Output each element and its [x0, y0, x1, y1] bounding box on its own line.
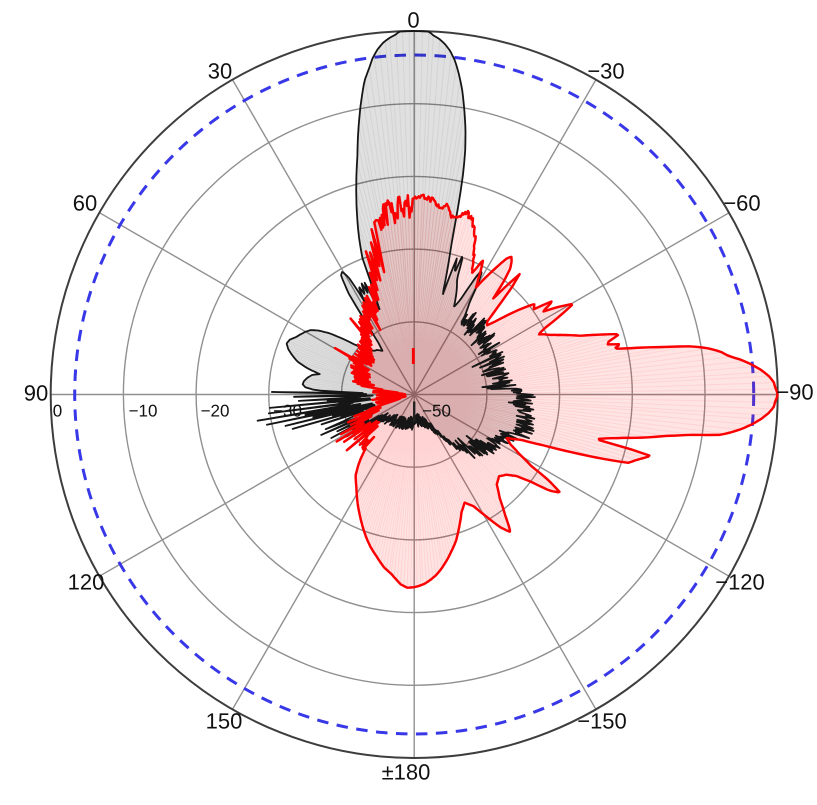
svg-text:±180: ±180 — [382, 760, 431, 785]
svg-text:−50: −50 — [422, 402, 451, 421]
svg-text:60: 60 — [73, 191, 97, 216]
svg-text:−30: −30 — [587, 59, 624, 84]
svg-text:0: 0 — [53, 402, 62, 421]
svg-text:0: 0 — [407, 8, 419, 33]
svg-text:−150: −150 — [577, 709, 627, 734]
svg-text:−120: −120 — [715, 570, 765, 595]
svg-text:90: 90 — [24, 381, 48, 406]
svg-text:−20: −20 — [201, 402, 230, 421]
svg-text:−60: −60 — [723, 191, 760, 216]
svg-text:120: 120 — [68, 570, 105, 595]
svg-text:−10: −10 — [129, 402, 158, 421]
svg-text:150: 150 — [206, 709, 243, 734]
svg-text:−90: −90 — [776, 380, 813, 405]
svg-text:30: 30 — [208, 59, 232, 84]
